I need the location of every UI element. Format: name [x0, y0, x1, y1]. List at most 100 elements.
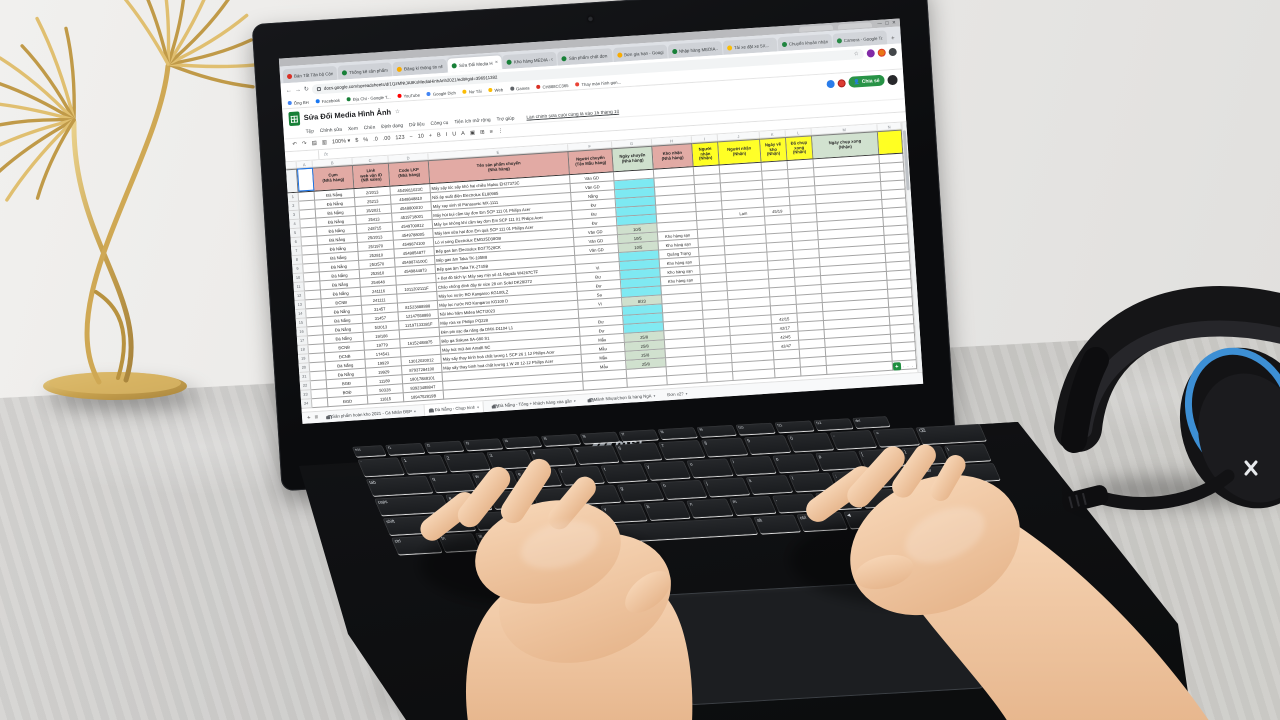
tab-label: Bán Tất Tần bộ Công Ngh... — [293, 70, 334, 79]
account-avatar[interactable] — [887, 74, 898, 85]
back-icon[interactable]: ← — [285, 87, 293, 94]
grid-cell[interactable] — [733, 369, 776, 381]
bookmark-item[interactable]: Google Dịch — [426, 90, 456, 97]
key-sym: / — [857, 488, 906, 508]
bookmark-item[interactable]: Địa Chỉ - Google T... — [346, 94, 391, 102]
chevron-down-icon[interactable]: ▾ — [413, 409, 416, 414]
menu-item[interactable]: Tệp — [305, 129, 315, 135]
borders-icon[interactable]: ⊞ — [479, 129, 485, 136]
grid-cell[interactable] — [707, 371, 734, 383]
sheet-tab-label: Đà Nẵng - Tổng + khách hàng xóa gần — [497, 398, 573, 409]
bookmark-item[interactable]: Thay màn hình gọn... — [575, 79, 621, 87]
minimize-icon[interactable]: — — [877, 20, 882, 26]
grid-cell[interactable] — [627, 376, 668, 388]
close-icon[interactable]: ✕ — [891, 19, 896, 25]
undo-icon[interactable]: ↶ — [292, 141, 298, 148]
star-icon[interactable]: ☆ — [394, 108, 401, 115]
grid-cell[interactable]: ĐGD — [327, 395, 369, 408]
menu-item[interactable]: Tiện ích mở rộng — [454, 117, 491, 125]
paint-format-icon[interactable]: ▥ — [321, 139, 328, 147]
tab-close-icon[interactable]: × — [494, 59, 499, 66]
menu-item[interactable]: Định dạng — [381, 123, 404, 130]
column-header-cell[interactable]: Code LKP (Nhà hàng) — [388, 160, 431, 186]
font-size-value[interactable]: 10 — [417, 133, 425, 140]
grid-cell[interactable] — [774, 367, 802, 379]
grid-cell[interactable]: 24 — [300, 399, 313, 409]
column-header-cell[interactable]: Ngày chuyển (Nhà hàng) — [612, 145, 654, 172]
grid-cell[interactable]: 1894752819B — [403, 390, 445, 403]
forward-icon[interactable]: → — [294, 86, 302, 94]
chevron-down-icon[interactable]: ▾ — [477, 404, 480, 410]
add-sheet-icon[interactable]: + — [306, 414, 311, 422]
column-header-cell[interactable]: Cụm (Nhà hàng) — [312, 165, 355, 191]
chevron-down-icon[interactable]: ▾ — [573, 398, 576, 403]
extension-avatar[interactable] — [866, 48, 875, 58]
column-header-cell[interactable]: Người nhận (Nhận) — [692, 141, 720, 167]
column-header-cell[interactable]: Người nhận (Nhận) — [718, 138, 762, 165]
bookmark-item[interactable]: Games — [509, 85, 530, 91]
bookmark-star-icon[interactable]: ☆ — [853, 50, 859, 57]
column-header-cell[interactable]: Link web vận ID (NB sales) — [352, 162, 391, 189]
sheet-tab[interactable]: Đơn x2? ▾ — [663, 388, 692, 401]
bookmark-item[interactable]: YouTube — [397, 92, 420, 98]
menu-item[interactable]: Chỉnh sửa — [319, 127, 343, 134]
menu-item[interactable]: Chèn — [363, 125, 376, 131]
column-letter[interactable]: A — [296, 160, 313, 168]
column-header-cell[interactable] — [297, 167, 315, 192]
all-sheets-icon[interactable]: ≡ — [314, 414, 319, 421]
bookmark-item[interactable]: Facebook — [315, 97, 340, 104]
percent-icon[interactable]: % — [363, 137, 369, 144]
menu-item[interactable]: Xem — [347, 126, 359, 132]
document-title[interactable]: Sửa Đổi Media Hình Ảnh — [303, 107, 392, 123]
underline-icon[interactable]: U — [452, 131, 457, 138]
text-color-icon[interactable]: A — [461, 130, 466, 137]
key-e: e — [514, 468, 562, 488]
currency-icon[interactable]: $ — [355, 137, 359, 144]
bookmark-item[interactable]: Ống BH — [287, 99, 309, 105]
redo-icon[interactable]: ↷ — [301, 141, 307, 148]
number-format-icon[interactable]: 123 — [395, 134, 405, 142]
explore-widget[interactable]: · · · — [892, 361, 915, 371]
tab-favicon-icon — [726, 44, 733, 51]
grid-cell[interactable] — [667, 373, 708, 386]
bookmark-item[interactable]: Nư Tài — [462, 88, 482, 94]
bookmark-favicon-icon — [346, 97, 352, 102]
grid-cell[interactable] — [800, 365, 828, 377]
font-size-increase-icon[interactable]: + — [428, 132, 433, 140]
share-button[interactable]: 👤 Chia sẻ — [848, 74, 885, 88]
grid-cell[interactable] — [311, 398, 329, 409]
profile-avatar[interactable] — [888, 47, 897, 56]
column-header-cell[interactable]: Đã chụp xong (Nhận) — [785, 135, 814, 161]
column-header-cell[interactable]: Ngày về kho (Nhận) — [760, 137, 788, 162]
grid-cell[interactable] — [583, 378, 628, 391]
corner-cell[interactable] — [285, 161, 297, 169]
bookmark-label: Thay màn hình gọn... — [581, 79, 622, 87]
more-icon[interactable]: ⋮ — [497, 128, 504, 135]
fill-color-icon[interactable]: ▣ — [469, 130, 476, 137]
italic-icon[interactable]: I — [445, 131, 448, 138]
bold-icon[interactable]: B — [436, 132, 441, 139]
menu-item[interactable]: Trợ giúp — [496, 116, 515, 123]
menu-item[interactable]: Dữ liệu — [408, 121, 425, 128]
refresh-icon[interactable]: ↻ — [303, 86, 310, 94]
font-size-decrease-icon[interactable]: − — [409, 134, 414, 141]
chevron-down-icon[interactable]: ▾ — [685, 391, 688, 396]
sheets-logo-icon — [288, 110, 301, 126]
zoom-select[interactable]: 100% ▾ — [331, 138, 351, 146]
bookmark-item[interactable]: Web — [488, 87, 503, 93]
column-header-cell[interactable]: Ngày chụp xong (Nhận) — [811, 131, 880, 159]
print-icon[interactable]: ▤ — [311, 140, 318, 147]
key-caps: caps — [374, 494, 450, 516]
chevron-down-icon[interactable]: ▾ — [653, 393, 656, 398]
bookmark-item[interactable]: CH888CC365 — [536, 82, 569, 89]
grid-cell[interactable]: 11815 — [367, 393, 405, 405]
column-header-cell[interactable]: Người chuyển (Tên Mẫu hàng) — [568, 148, 614, 175]
align-icon[interactable]: ≡ — [489, 128, 494, 136]
extension-avatar[interactable] — [877, 47, 886, 57]
menu-item[interactable]: Công cụ — [430, 120, 449, 127]
column-header-cell[interactable]: Kho nhận (Nhà hàng) — [652, 143, 694, 169]
column-header-cell[interactable] — [877, 129, 904, 155]
maximize-icon[interactable]: ▢ — [884, 19, 890, 26]
decimal-increase-icon[interactable]: .00 — [382, 135, 391, 143]
decimal-decrease-icon[interactable]: .0 — [373, 136, 379, 143]
